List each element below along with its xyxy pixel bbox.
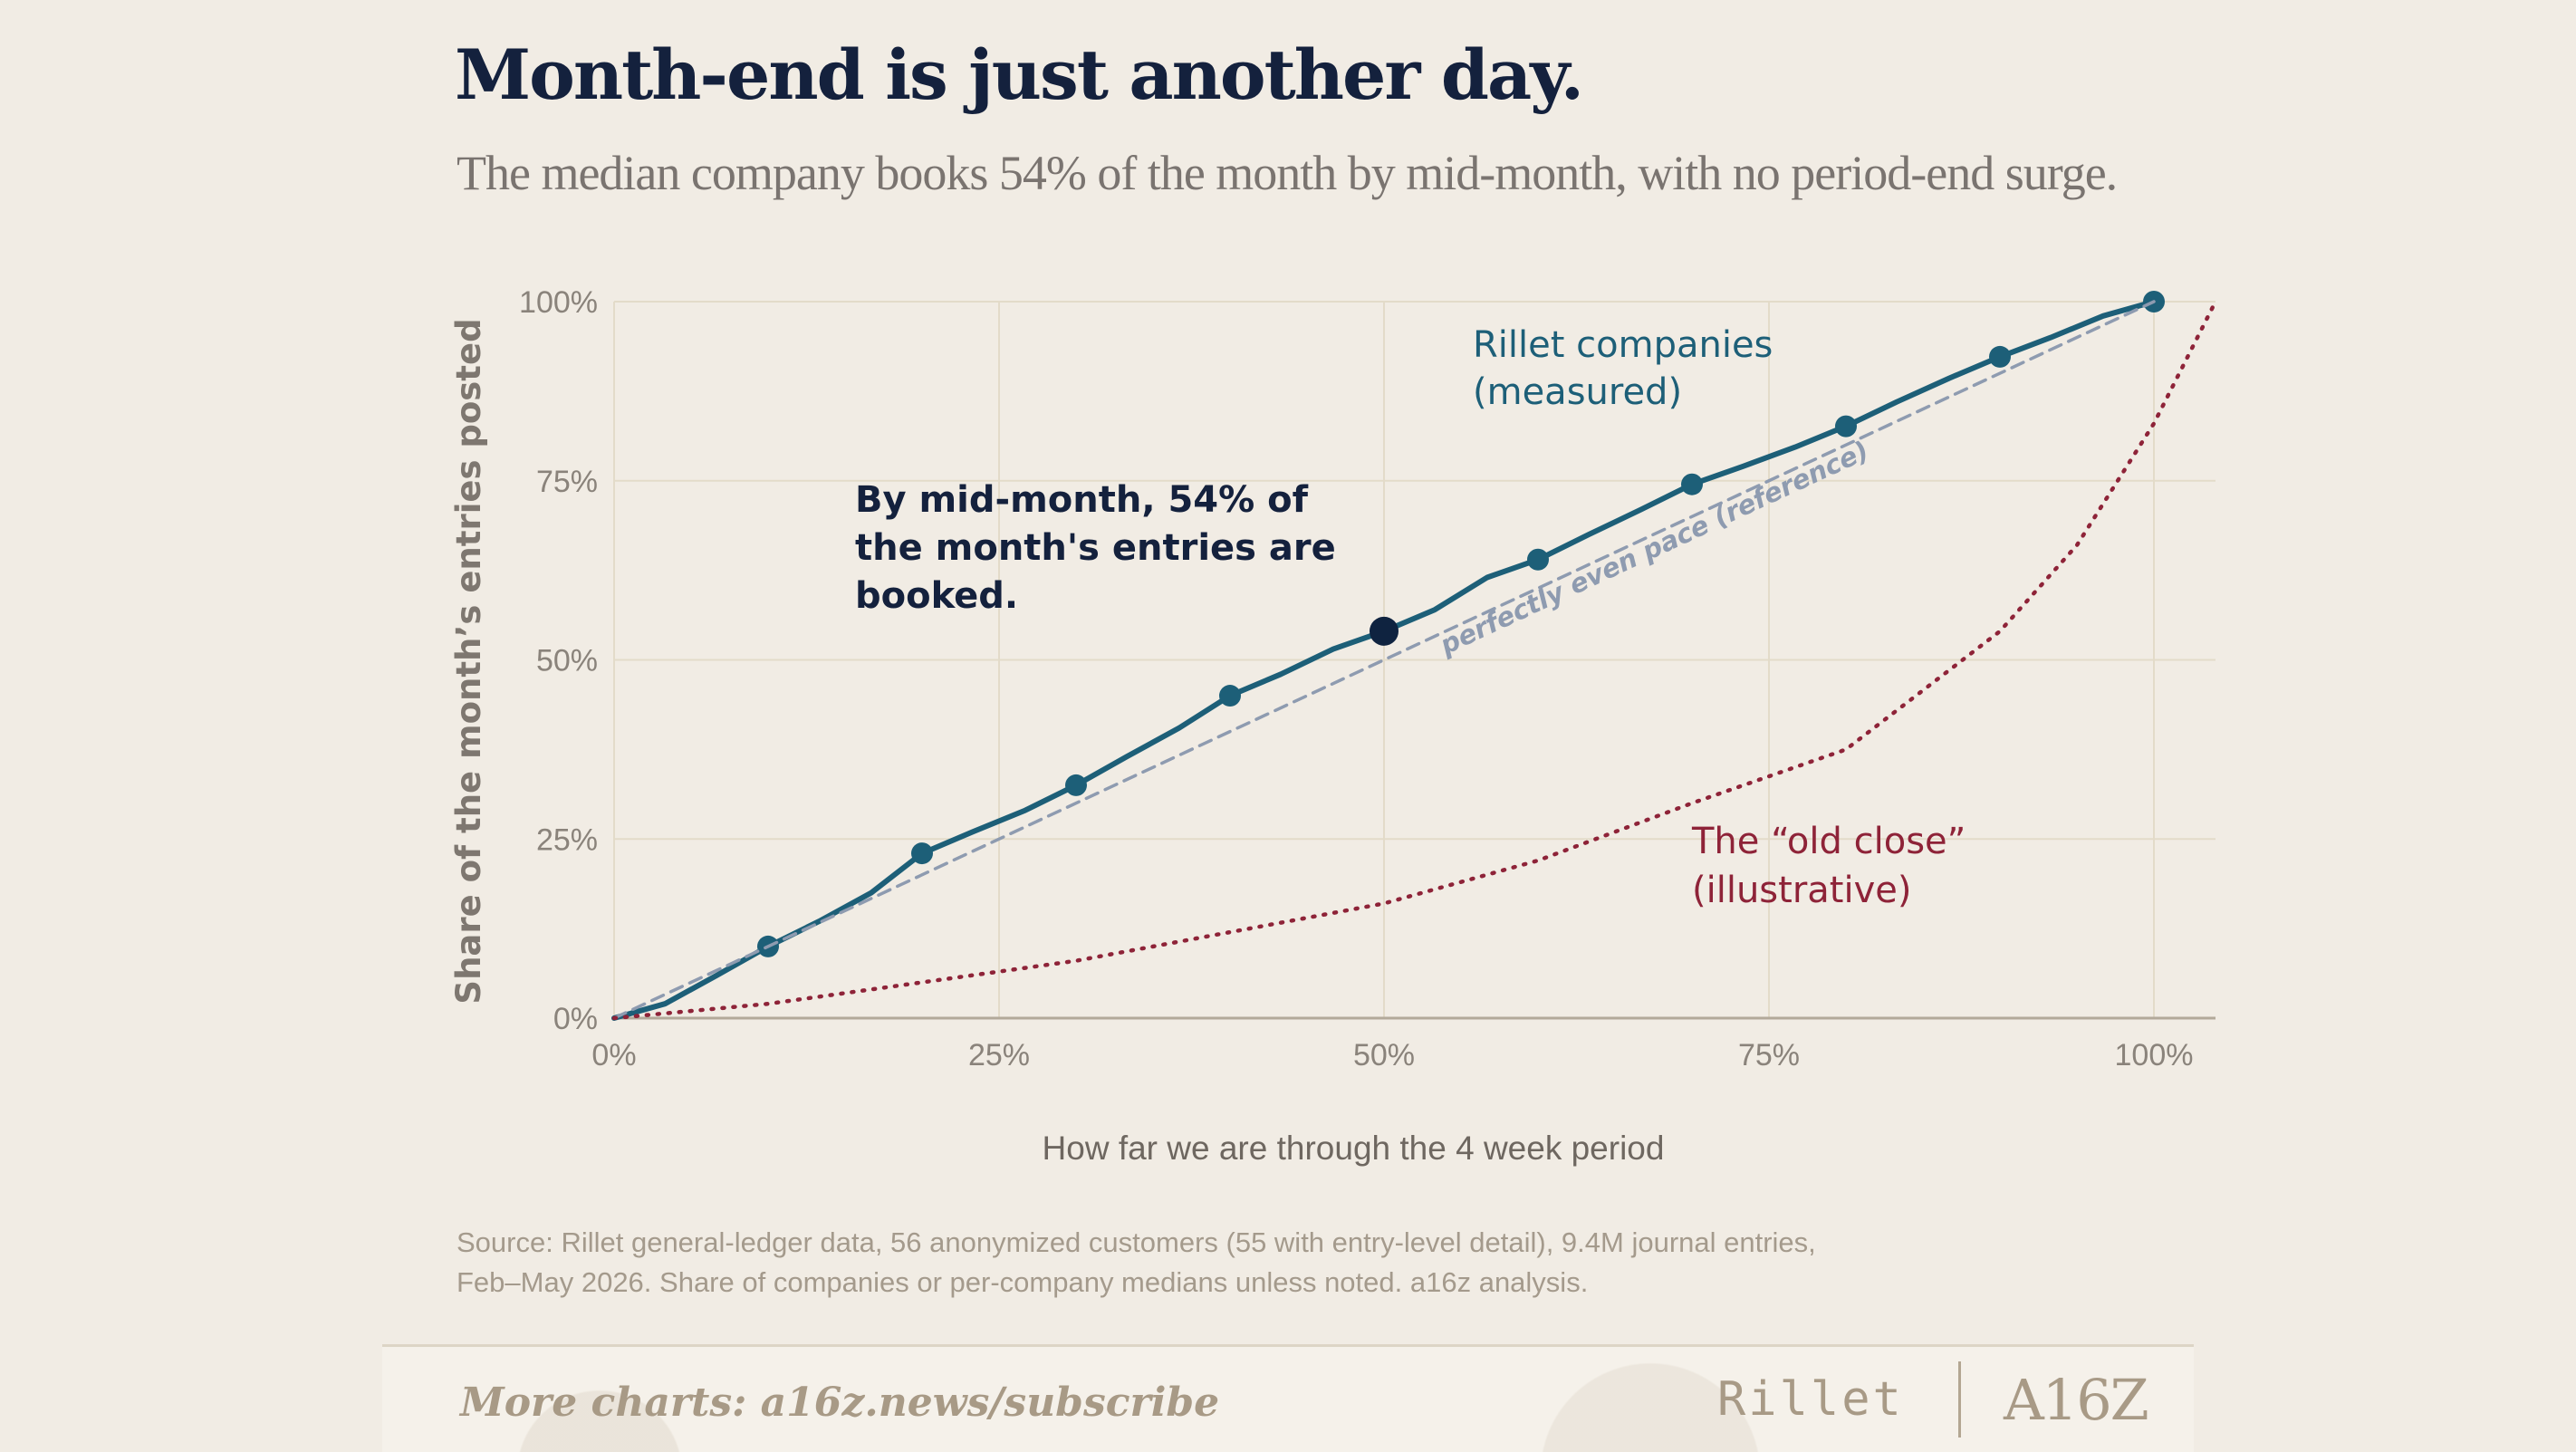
- series-point: [911, 842, 933, 865]
- footer-bar: More charts: a16z.news/subscribe Rillet …: [382, 1344, 2194, 1452]
- x-axis-label: How far we are through the 4 week period: [1043, 1130, 1665, 1167]
- highlight-point: [1370, 616, 1399, 646]
- y-tick-label: 0%: [553, 1002, 598, 1036]
- chart-annotation-line: the month's entries are: [855, 527, 1336, 569]
- x-tick-label: 75%: [1738, 1038, 1800, 1072]
- subscribe-link[interactable]: More charts: a16z.news/subscribe: [460, 1380, 1220, 1426]
- x-tick-label: 25%: [968, 1038, 1030, 1072]
- footer-divider: [1958, 1361, 1961, 1438]
- series-line-1: [612, 300, 2156, 1020]
- series-point: [1989, 345, 2011, 368]
- series-point: [1835, 415, 1857, 438]
- source-line-1: Source: Rillet general-ledger data, 56 a…: [457, 1226, 1816, 1258]
- y-tick-label: 25%: [536, 822, 598, 857]
- source-note: Source: Rillet general-ledger data, 56 a…: [457, 1223, 2268, 1303]
- series-point: [1065, 774, 1087, 796]
- grid-layer: [613, 301, 2216, 1020]
- y-tick-label: 75%: [536, 465, 598, 499]
- x-tick-label: 0%: [591, 1038, 636, 1072]
- y-tick-label: 100%: [519, 285, 598, 320]
- source-line-2: Feb–May 2026. Share of companies or per-…: [457, 1266, 1589, 1298]
- x-tick-label: 50%: [1353, 1038, 1415, 1072]
- rillet-logo: Rillet: [1717, 1372, 1904, 1427]
- series-label-old-close: The “old close”: [1691, 821, 1966, 862]
- series-point: [1527, 548, 1549, 571]
- series-layer: [611, 291, 2218, 1021]
- series-label-rillet: Rillet companies: [1473, 324, 1773, 366]
- y-axis-label: Share of the month’s entries posted: [449, 318, 488, 1004]
- line-chart: 0% 25% 50% 75% 100% 0% 25% 50% 75% 100% Rillet com…: [449, 285, 2218, 1167]
- chart-annotation-line: By mid-month, 54% of: [855, 479, 1309, 521]
- chart-annotation-line: booked.: [855, 575, 1018, 617]
- series-point: [1681, 473, 1703, 495]
- series-label-reference: perfectly even pace (reference): [1435, 435, 1873, 661]
- a16z-logo: A16Z: [2004, 1367, 2149, 1433]
- series-line-2: [611, 299, 2218, 1021]
- series-label-rillet: (measured): [1473, 371, 1682, 413]
- page-title: Month-end is just another day.: [455, 34, 1584, 115]
- page-subtitle: The median company books 54% of the mont…: [457, 146, 2118, 200]
- series-point: [1219, 685, 1241, 707]
- y-tick-label: 50%: [536, 644, 598, 678]
- x-tick-label: 100%: [2115, 1038, 2194, 1072]
- series-label-old-close: (illustrative): [1692, 870, 1911, 911]
